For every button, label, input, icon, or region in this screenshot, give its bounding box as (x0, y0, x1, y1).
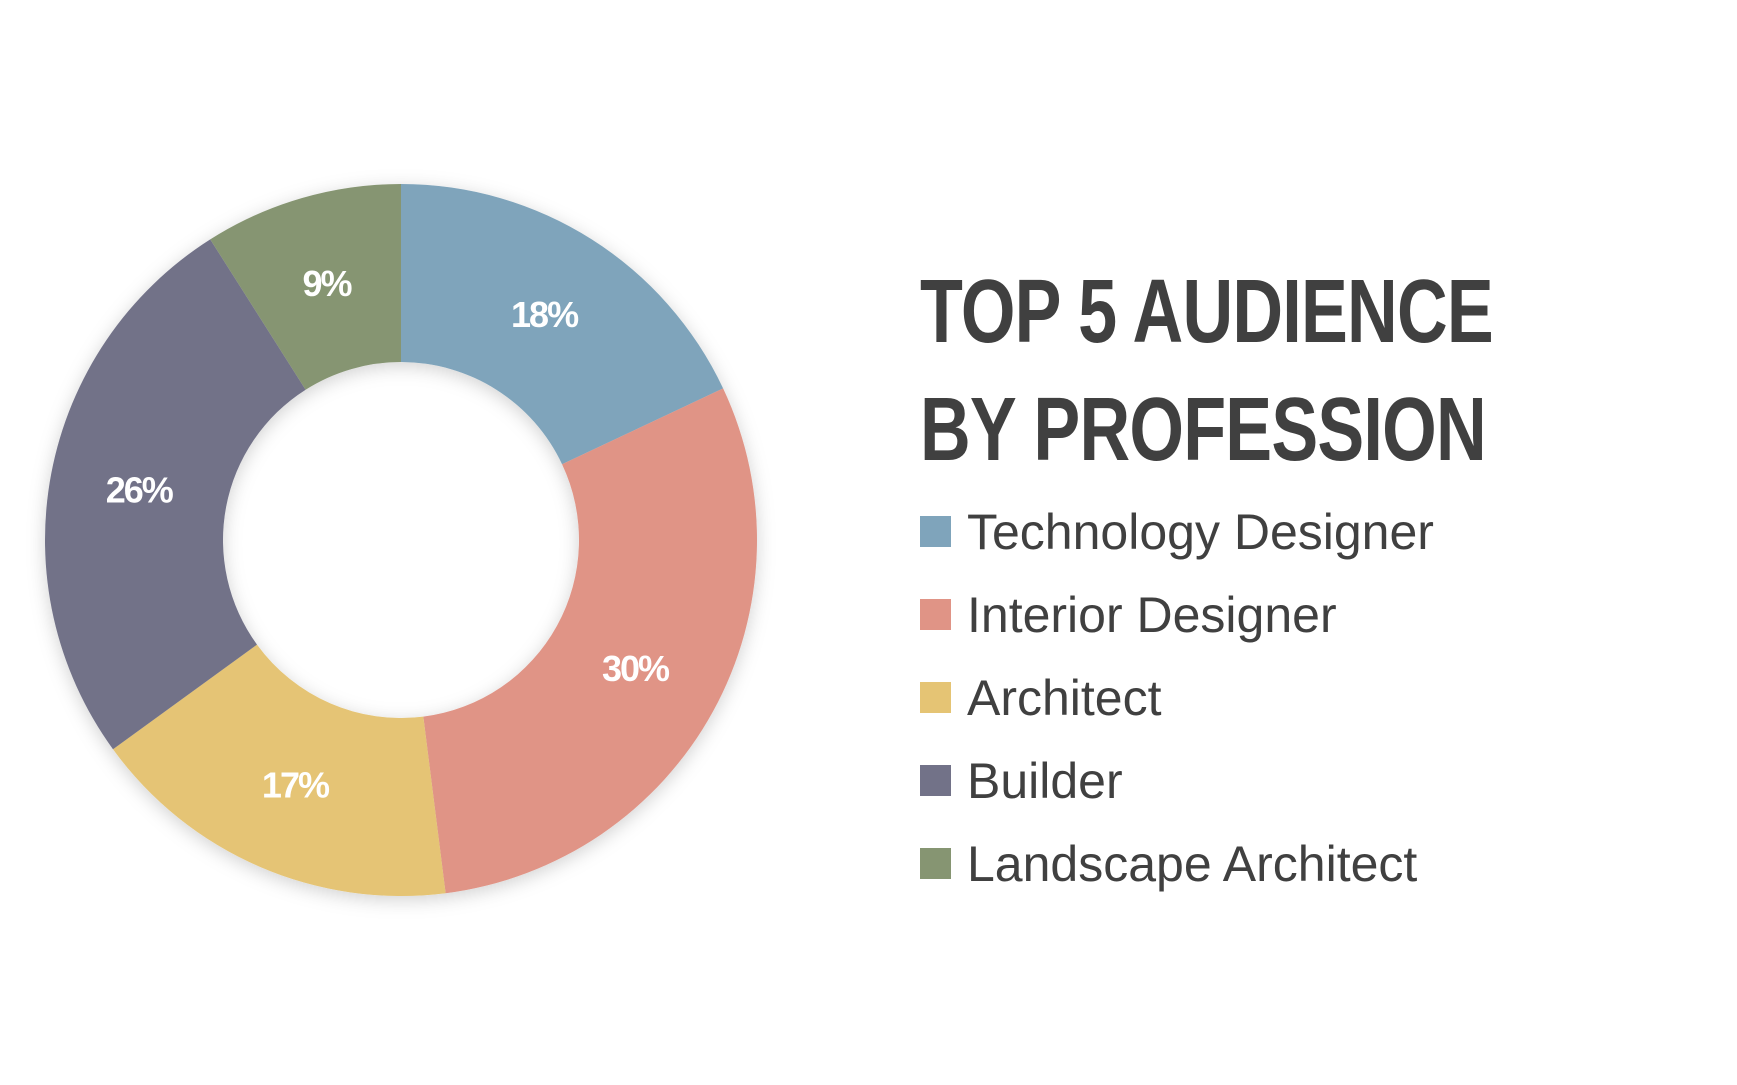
legend-item-technology-designer: Technology Designer (920, 490, 1434, 573)
chart-title-line-1: TOP 5 AUDIENCE (920, 262, 1494, 362)
legend-label: Builder (967, 752, 1123, 809)
slice-percent-label: 18% (511, 294, 579, 335)
chart-legend: Technology Designer Interior Designer Ar… (920, 490, 1434, 905)
legend-swatch (920, 765, 951, 796)
legend-swatch (920, 848, 951, 879)
legend-label: Landscape Architect (967, 835, 1418, 892)
legend-label: Interior Designer (967, 586, 1337, 643)
slice-percent-label: 9% (302, 263, 352, 304)
legend-item-interior-designer: Interior Designer (920, 573, 1434, 656)
legend-item-builder: Builder (920, 739, 1434, 822)
donut-slices (45, 184, 757, 896)
legend-label: Technology Designer (967, 503, 1434, 560)
chart-title-line-2: BY PROFESSION (920, 380, 1487, 480)
donut-slice-technology-designer (401, 184, 724, 465)
slice-percent-label: 17% (262, 765, 330, 806)
donut-slice-interior-designer (423, 388, 757, 894)
legend-swatch (920, 599, 951, 630)
donut-slice-architect (112, 644, 446, 896)
donut-slice-landscape-architect (210, 184, 401, 390)
donut-slice-builder (45, 239, 306, 750)
slice-percent-label: 26% (106, 469, 174, 510)
legend-label: Architect (967, 669, 1162, 726)
legend-item-architect: Architect (920, 656, 1434, 739)
legend-item-landscape-architect: Landscape Architect (920, 822, 1434, 905)
chart-title: TOP 5 AUDIENCE BY PROFESSION (920, 253, 1494, 489)
donut-slice-labels: 18% 30% 17% 26% 9% (106, 263, 672, 806)
legend-swatch (920, 516, 951, 547)
slice-percent-label: 30% (602, 648, 670, 689)
legend-swatch (920, 682, 951, 713)
